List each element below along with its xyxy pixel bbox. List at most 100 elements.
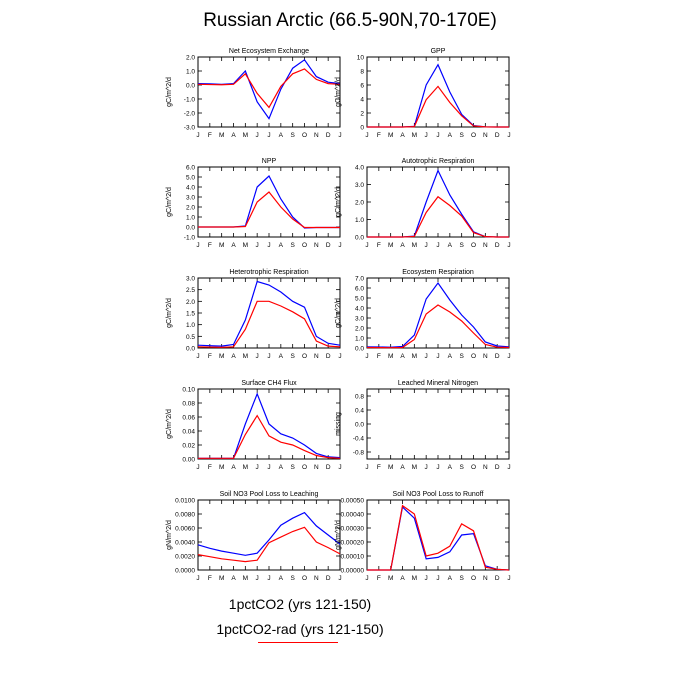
x-tick-label: M — [219, 464, 224, 471]
y-tick-label: 0.00030 — [341, 526, 365, 533]
x-tick-label: J — [436, 242, 439, 249]
chart-title: Ecosystem Respiration — [402, 269, 474, 276]
y-tick-label: 0.0 — [355, 422, 364, 429]
x-tick-label: F — [377, 242, 381, 249]
y-tick-label: 1.0 — [355, 217, 364, 224]
x-tick-label: D — [326, 353, 331, 360]
x-tick-label: S — [459, 575, 464, 582]
x-tick-label: F — [208, 242, 212, 249]
x-tick-label: O — [471, 464, 476, 471]
y-axis-label: gC/m^2/d — [166, 409, 173, 439]
x-tick-label: N — [314, 353, 319, 360]
y-tick-label: 4.0 — [355, 165, 364, 172]
y-tick-label: 2.0 — [355, 326, 364, 333]
chart-title: Autotrophic Respiration — [402, 158, 475, 165]
x-tick-label: J — [425, 132, 428, 139]
y-tick-label: 0.0 — [186, 83, 195, 90]
x-tick-label: M — [388, 242, 393, 249]
x-tick-label: M — [412, 242, 417, 249]
y-tick-label: 2.0 — [355, 200, 364, 207]
x-tick-label: F — [377, 353, 381, 360]
x-tick-label: J — [436, 132, 439, 139]
y-tick-label: 8 — [360, 69, 364, 76]
y-tick-label: 0.0060 — [175, 526, 195, 533]
x-tick-label: J — [256, 242, 259, 249]
x-tick-label: S — [290, 242, 295, 249]
x-tick-label: F — [208, 353, 212, 360]
x-tick-label: A — [231, 242, 236, 249]
y-tick-label: 1.0 — [186, 215, 195, 222]
x-tick-label: N — [483, 464, 488, 471]
chart-panel: Leached Mineral Nitrogen missing -0.8 -0.4 0… — [335, 380, 511, 471]
x-tick-label: D — [326, 242, 331, 249]
x-tick-label: D — [495, 132, 500, 139]
x-tick-label: F — [377, 575, 381, 582]
x-tick-label: J — [425, 353, 428, 360]
series-line-1 — [197, 300, 341, 348]
x-tick-label: M — [243, 132, 248, 139]
chart-panel: Ecosystem Respiration gC/m^2/d 0.0 1.0 2.0 3.… — [335, 269, 511, 360]
x-tick-label: S — [290, 353, 295, 360]
y-tick-label: 2.0 — [186, 55, 195, 62]
x-tick-label: J — [196, 353, 199, 360]
y-axis-label: gC/m^2/d — [166, 77, 173, 107]
x-tick-label: N — [314, 464, 319, 471]
y-tick-label: 2.5 — [186, 287, 195, 294]
series-line-1 — [197, 526, 341, 563]
y-axis-label: gC/m^2/d — [335, 298, 342, 328]
x-tick-label: J — [338, 132, 341, 139]
x-tick-label: D — [326, 575, 331, 582]
x-tick-label: J — [436, 464, 439, 471]
x-tick-label: F — [208, 464, 212, 471]
x-tick-label: A — [400, 464, 405, 471]
x-tick-label: J — [338, 464, 341, 471]
x-tick-label: O — [302, 132, 307, 139]
plot-frame — [197, 499, 341, 571]
chart-title: Soil NO3 Pool Loss to Runoff — [393, 491, 484, 498]
y-axis-label: gC/m^2/d — [166, 298, 173, 328]
x-tick-label: A — [400, 575, 405, 582]
x-tick-label: J — [507, 575, 510, 582]
x-tick-label: J — [267, 464, 270, 471]
x-tick-label: A — [448, 353, 453, 360]
x-tick-label: A — [279, 242, 284, 249]
series-line-1 — [197, 68, 341, 109]
y-tick-label: 4.0 — [186, 185, 195, 192]
x-tick-label: J — [338, 575, 341, 582]
y-tick-label: 3.0 — [355, 316, 364, 323]
x-tick-label: S — [290, 575, 295, 582]
x-tick-label: S — [459, 132, 464, 139]
series-line-1 — [367, 85, 509, 128]
y-tick-label: 0.0080 — [175, 512, 195, 519]
x-tick-label: F — [377, 464, 381, 471]
series-line-0 — [197, 280, 341, 347]
plot-frame — [366, 499, 510, 571]
plot-frame — [197, 56, 341, 128]
x-tick-label: D — [326, 464, 331, 471]
y-tick-label: 0.06 — [182, 415, 195, 422]
x-tick-label: M — [388, 353, 393, 360]
x-tick-label: N — [314, 242, 319, 249]
plot-frame — [366, 388, 510, 460]
y-tick-label: 0.00040 — [341, 512, 365, 519]
x-tick-label: A — [231, 464, 236, 471]
x-tick-label: N — [483, 242, 488, 249]
x-tick-label: A — [400, 242, 405, 249]
y-tick-label: 6.0 — [355, 286, 364, 293]
x-tick-label: A — [231, 132, 236, 139]
series-line-0 — [197, 58, 341, 120]
legend-label-1pctco2: 1pctCO2 (yrs 121-150) — [228, 596, 372, 612]
y-axis-label: missing — [335, 412, 342, 436]
series-line-0 — [198, 175, 340, 229]
y-tick-label: 2.0 — [186, 205, 195, 212]
x-tick-label: J — [425, 464, 428, 471]
y-axis-label: gC/m^2/d — [166, 187, 173, 217]
y-tick-label: 0.0 — [355, 346, 364, 353]
x-tick-label: J — [196, 242, 199, 249]
y-tick-label: -1.0 — [184, 97, 196, 104]
x-tick-label: J — [196, 132, 199, 139]
chart-title: Soil NO3 Pool Loss to Leaching — [220, 491, 319, 498]
y-tick-label: 3.0 — [355, 182, 364, 189]
x-tick-label: A — [279, 464, 284, 471]
